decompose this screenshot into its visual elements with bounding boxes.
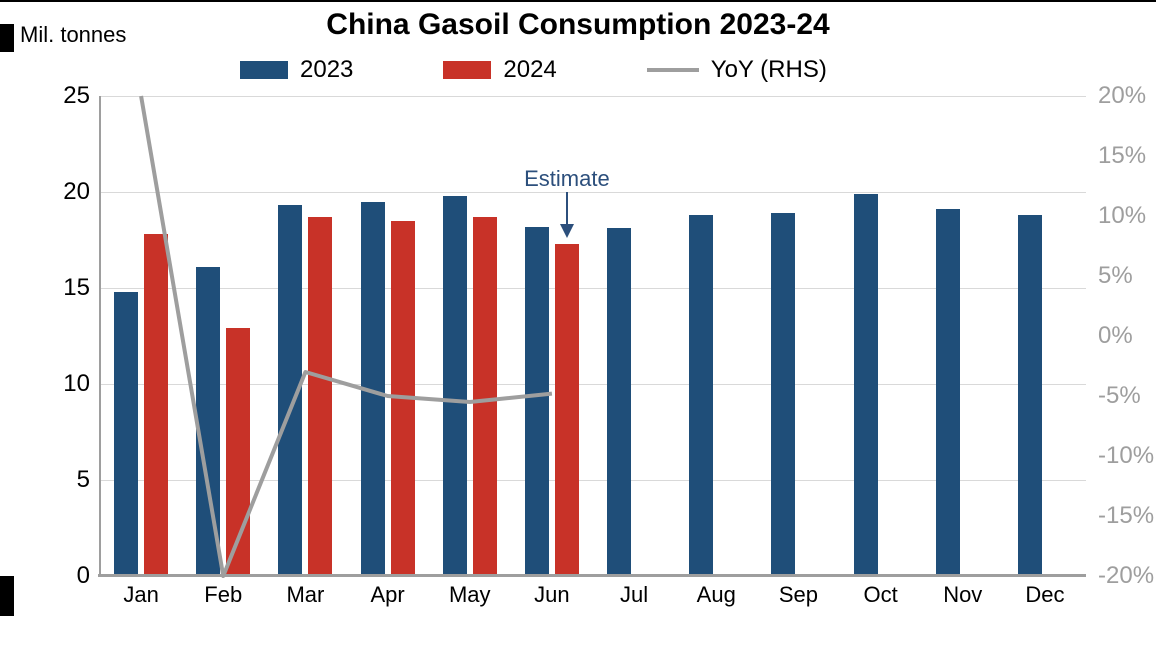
legend-label-yoy: YoY (RHS) (711, 56, 827, 84)
left-black-stub-bottom (0, 576, 14, 616)
right-axis-tick: -5% (1098, 382, 1141, 410)
right-axis-tick: 5% (1098, 262, 1133, 290)
chart-title: China Gasoil Consumption 2023-24 (0, 8, 1156, 42)
legend-swatch-2023 (240, 61, 288, 79)
bar-2023 (771, 213, 795, 576)
top-border (0, 0, 1156, 2)
right-axis-tick: 10% (1098, 202, 1146, 230)
legend-line-swatch-yoy (647, 68, 699, 72)
bar-2023 (607, 228, 631, 576)
bar-2024 (391, 221, 415, 576)
legend-label-2023: 2023 (300, 56, 353, 84)
bar-2023 (443, 196, 467, 576)
gridline (100, 96, 1086, 97)
bar-2023 (936, 209, 960, 576)
legend-item-2023: 2023 (240, 56, 353, 84)
left-axis-tick: 0 (30, 562, 90, 590)
x-axis-tick: Aug (697, 582, 736, 608)
bar-2023 (114, 292, 138, 576)
x-axis-tick: Oct (863, 582, 897, 608)
legend-item-yoy: YoY (RHS) (647, 56, 827, 84)
bar-2023 (196, 267, 220, 576)
left-axis-tick: 15 (30, 274, 90, 302)
x-axis-line (98, 574, 1086, 577)
left-axis-title: Mil. tonnes (20, 22, 126, 48)
legend-item-2024: 2024 (443, 56, 556, 84)
x-axis-tick: Jun (534, 582, 569, 608)
right-axis-tick: -20% (1098, 562, 1154, 590)
right-axis-tick: -10% (1098, 442, 1154, 470)
bar-2023 (278, 205, 302, 576)
x-axis-tick: Jul (620, 582, 648, 608)
left-axis-tick: 10 (30, 370, 90, 398)
bar-2024 (144, 234, 168, 576)
left-axis-tick: 5 (30, 466, 90, 494)
right-axis-tick: 20% (1098, 82, 1146, 110)
x-axis-tick: Dec (1025, 582, 1064, 608)
bar-2024 (308, 217, 332, 576)
bar-2024 (473, 217, 497, 576)
x-axis-tick: Feb (204, 582, 242, 608)
x-axis-tick: Mar (286, 582, 324, 608)
x-axis-tick: Sep (779, 582, 818, 608)
bar-2024 (226, 328, 250, 576)
x-axis-tick: Jan (123, 582, 158, 608)
bar-2023 (525, 227, 549, 576)
bar-2023 (361, 202, 385, 576)
x-axis-tick: Apr (370, 582, 404, 608)
left-axis-tick: 20 (30, 178, 90, 206)
left-axis-tick: 25 (30, 82, 90, 110)
right-axis-tick: 15% (1098, 142, 1146, 170)
bar-2023 (1018, 215, 1042, 576)
legend-swatch-2024 (443, 61, 491, 79)
estimate-arrow-icon (557, 192, 577, 238)
legend-label-2024: 2024 (503, 56, 556, 84)
chart-plot-area: 0510152025-20%-15%-10%-5%0%5%10%15%20%Ja… (100, 96, 1086, 576)
left-axis-line (99, 96, 101, 577)
bar-2024 (555, 244, 579, 576)
bar-2023 (854, 194, 878, 576)
x-axis-tick: May (449, 582, 491, 608)
x-axis-tick: Nov (943, 582, 982, 608)
legend: 2023 2024 YoY (RHS) (240, 56, 1096, 84)
bar-2023 (689, 215, 713, 576)
gridline (100, 192, 1086, 193)
estimate-annotation: Estimate (524, 166, 610, 192)
right-axis-tick: 0% (1098, 322, 1133, 350)
right-axis-tick: -15% (1098, 502, 1154, 530)
